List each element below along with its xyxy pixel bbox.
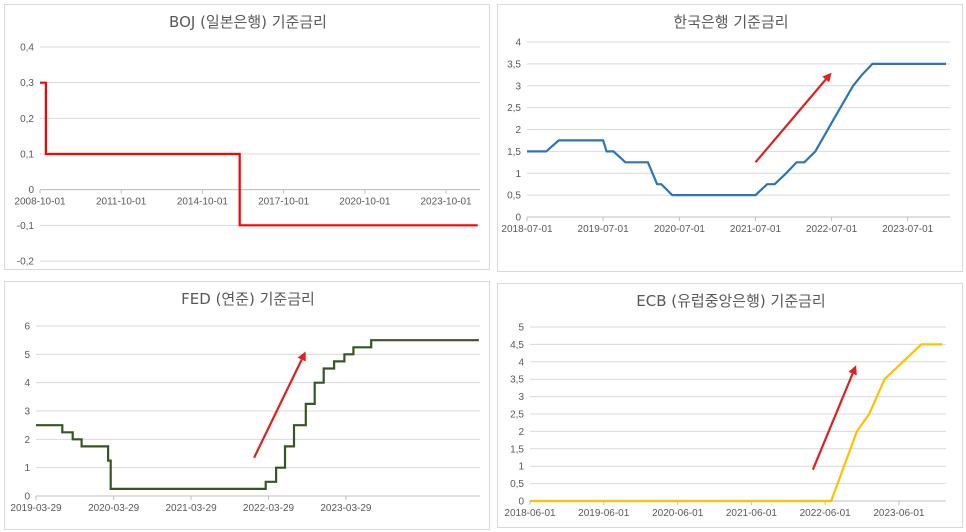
x-tick-label: 2022-07-01 (806, 224, 858, 235)
ecb-chart-title: ECB (유럽중앙은행) 기준금리 (636, 292, 825, 310)
x-tick-label: 2020-07-01 (654, 224, 706, 235)
ecb-chart-panel: ECB (유럽중앙은행) 기준금리 0 0,5 1 1,5 2 2,5 3 3,5 4 4,5 5 20… (497, 283, 963, 528)
x-tick-label: 2020-03-29 (88, 503, 140, 514)
x-tick-label: 2020-06-01 (652, 508, 704, 519)
x-tick-label: 2019-07-01 (578, 224, 630, 235)
x-tick-label: 2017-10-01 (258, 197, 310, 208)
x-tick-label: 2018-07-01 (501, 224, 553, 235)
y-tick-label: 1 (24, 463, 30, 474)
boj-chart: BOJ (일본은행) 기준금리 -0,2 -0,1 0 0,1 0,2 0,3 0,4 2008… (14, 13, 480, 268)
boj-rate-line (40, 81, 478, 227)
y-tick-label: 5 (518, 323, 524, 334)
fed-chart-panel: FED (연준) 기준금리 0 1 2 3 4 5 6 2019-03-29 2020-03-29… (4, 281, 490, 530)
bok-chart-title: 한국은행 기준금리 (673, 13, 788, 31)
x-tick-label: 2023-10-01 (420, 197, 472, 208)
x-tick-label: 2023-03-29 (320, 503, 372, 514)
x-tick-label: 2020-10-01 (339, 197, 391, 208)
y-tick-label: 1,5 (510, 444, 524, 455)
x-tick-label: 2014-10-01 (177, 197, 229, 208)
y-tick-label: 0 (518, 497, 524, 508)
ecb-rate-line (530, 343, 943, 503)
y-tick-label: 0,4 (20, 43, 34, 54)
y-tick-label: 3 (518, 392, 524, 403)
y-tick-label: 2,5 (507, 103, 521, 114)
y-tick-label: 4 (24, 378, 30, 389)
y-tick-label: 5 (24, 350, 30, 361)
y-tick-label: 4,5 (510, 340, 524, 351)
y-tick-label: 0 (28, 185, 34, 196)
x-tick-label: 2022-06-01 (800, 508, 852, 519)
y-tick-label: 0,3 (20, 78, 34, 89)
x-tick-label: 2019-03-29 (10, 503, 62, 514)
y-tick-label: 4 (515, 38, 521, 49)
x-tick-label: 2023-07-01 (882, 224, 934, 235)
x-tick-label: 2011-10-01 (96, 197, 147, 208)
y-tick-label: 0 (24, 492, 30, 503)
y-tick-label: 0,5 (510, 479, 524, 490)
y-tick-label: 1 (518, 462, 524, 473)
boj-chart-panel: BOJ (일본은행) 기준금리 -0,2 -0,1 0 0,1 0,2 0,3 0,4 2008… (4, 4, 490, 270)
y-tick-label: 6 (24, 322, 30, 333)
bok-chart-panel: 한국은행 기준금리 0 0,5 1 1,5 2 2,5 3 3,5 4 2018-07-01 2019… (497, 4, 963, 272)
x-tick-label: 2021-07-01 (730, 224, 782, 235)
y-tick-label: 2 (24, 435, 30, 446)
y-tick-label: 3 (515, 81, 521, 92)
bok-chart: 한국은행 기준금리 0 0,5 1 1,5 2 2,5 3 3,5 4 2018-07-01 2019… (501, 13, 950, 235)
boj-chart-title: BOJ (일본은행) 기준금리 (169, 13, 327, 31)
y-tick-label: 2,5 (510, 410, 524, 421)
y-tick-label: 4 (518, 357, 524, 368)
x-tick-label: 2023-06-01 (873, 508, 925, 519)
ecb-chart: ECB (유럽중앙은행) 기준금리 0 0,5 1 1,5 2 2,5 3 3,5 4 4,5 5 20… (504, 292, 946, 519)
y-tick-label: 3,5 (510, 375, 524, 386)
y-tick-label: 1,5 (507, 147, 521, 158)
y-tick-label: 2 (515, 125, 521, 136)
fed-rate-line (36, 339, 479, 490)
y-tick-label: 0,2 (20, 114, 34, 125)
y-tick-label: 0,1 (20, 150, 34, 161)
x-tick-label: 2018-06-01 (504, 508, 556, 519)
bok-rate-line (527, 62, 946, 197)
y-tick-label: 3,5 (507, 59, 521, 70)
y-tick-label: -0,2 (17, 257, 35, 268)
x-tick-label: 2021-06-01 (726, 508, 778, 519)
trend-arrow (253, 351, 306, 459)
y-tick-label: 0,5 (507, 191, 521, 202)
y-tick-label: 2 (518, 427, 524, 438)
fed-chart: FED (연준) 기준금리 0 1 2 3 4 5 6 2019-03-29 2020-03-29… (10, 290, 480, 514)
y-tick-label: -0,1 (17, 221, 35, 232)
x-tick-label: 2021-03-29 (165, 503, 217, 514)
y-tick-label: 1 (515, 169, 521, 180)
y-tick-label: 3 (24, 407, 30, 418)
trend-arrow (811, 365, 857, 471)
trend-arrow (754, 72, 832, 164)
x-tick-label: 2022-03-29 (243, 503, 295, 514)
y-tick-label: 0 (515, 213, 521, 224)
fed-chart-title: FED (연준) 기준금리 (181, 290, 315, 308)
x-tick-label: 2019-06-01 (578, 508, 630, 519)
x-tick-label: 2008-10-01 (14, 197, 66, 208)
